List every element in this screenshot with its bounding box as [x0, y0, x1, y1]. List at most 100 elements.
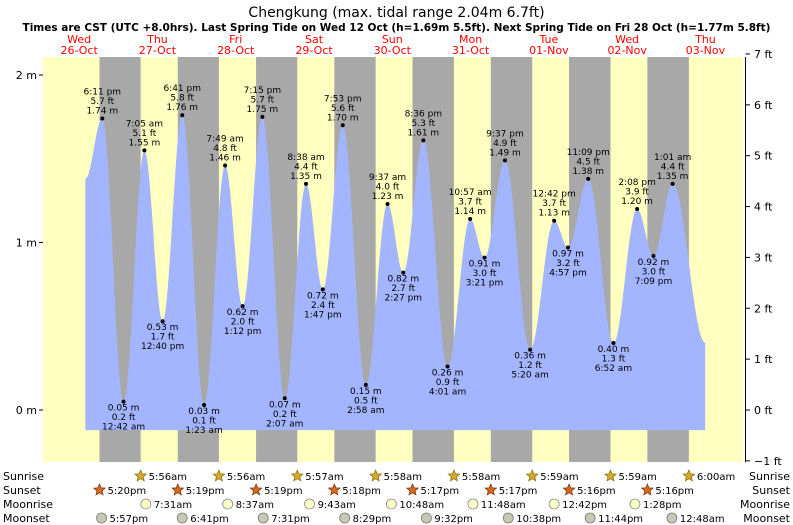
- tide-label: 0.92 m: [638, 258, 670, 268]
- tide-label: 1.14 m: [454, 207, 486, 217]
- tide-point: [320, 287, 325, 292]
- day-date: 01-Nov: [529, 44, 569, 57]
- tide-label: 1.46 m: [209, 153, 241, 163]
- tide-label: 3.9 ft: [625, 188, 649, 198]
- day-date: 28-Oct: [217, 44, 255, 57]
- sunset-icon: [640, 483, 654, 496]
- day-labels: Wed26-OctThu27-OctFri28-OctSat29-OctSun3…: [60, 33, 725, 57]
- tide-label: 1:01 am: [654, 153, 691, 163]
- event-time: 9:32pm: [434, 514, 473, 525]
- row-label-right: Moonrise: [740, 498, 790, 511]
- day-date: 30-Oct: [374, 44, 412, 57]
- day-name: Wed: [67, 33, 91, 46]
- tide-label: 0.40 m: [598, 345, 630, 355]
- tide-label: 3.7 ft: [458, 198, 482, 208]
- day-name: Tue: [538, 33, 558, 46]
- event-time: 5:16pm: [577, 486, 616, 497]
- tide-label: 4:01 am: [429, 387, 466, 397]
- event-time: 11:48am: [481, 500, 526, 511]
- tide-label: 2.0 ft: [231, 318, 255, 328]
- event-time: 11:44pm: [598, 514, 643, 525]
- tide-point: [363, 382, 368, 387]
- tide-label: 0.82 m: [387, 275, 419, 285]
- event-time: 5:16pm: [655, 486, 694, 497]
- tide-label: 1.49 m: [489, 148, 521, 158]
- event-time: 5:56am: [227, 472, 265, 483]
- tide-label: 1.7 ft: [151, 333, 175, 343]
- event-time: 6:41pm: [190, 514, 229, 525]
- tide-point: [340, 123, 345, 128]
- sunrise-icon: [525, 469, 539, 482]
- sunrise-icon: [369, 469, 383, 482]
- tide-point: [566, 245, 571, 250]
- sunrise-icon: [682, 469, 696, 482]
- tide-point: [635, 207, 640, 211]
- right-tick-label: 4 ft: [754, 201, 773, 214]
- tide-point: [160, 319, 165, 324]
- moonset-icon: [339, 512, 351, 524]
- tide-label: 5.7 ft: [251, 95, 275, 105]
- tide-label: 2:27 pm: [385, 294, 423, 304]
- tide-label: 1.13 m: [538, 209, 570, 219]
- tide-label: 1.76 m: [166, 103, 198, 113]
- moonrise-icon: [304, 498, 315, 510]
- event-time: 5:58am: [384, 472, 422, 483]
- moonset-icon: [502, 512, 514, 524]
- tide-label: 7:15 pm: [244, 86, 282, 96]
- day-name: Mon: [459, 33, 482, 46]
- tide-label: 6:41 pm: [163, 84, 201, 94]
- right-tick-label: 3 ft: [754, 251, 773, 264]
- tide-label: 2:58 am: [347, 406, 384, 416]
- tide-label: 4.0 ft: [376, 182, 400, 192]
- tide-label: 3:21 pm: [466, 279, 504, 289]
- left-tick-label: 0 m: [16, 404, 37, 417]
- event-time: 5:19pm: [264, 486, 303, 497]
- moonrise-icon: [629, 498, 641, 510]
- event-time: 7:31am: [154, 500, 192, 511]
- tide-point: [651, 253, 656, 258]
- row-label-right: Sunset: [752, 484, 790, 497]
- tide-label: 0.91 m: [469, 260, 501, 270]
- sunrise-icon: [447, 469, 461, 482]
- tide-label: 1.55 m: [129, 138, 161, 148]
- tide-label: 0.2 ft: [273, 410, 297, 420]
- tide-label: 1.35 m: [290, 172, 322, 182]
- tide-point: [304, 181, 309, 186]
- moonrise-icon: [467, 498, 479, 510]
- event-time: 5:17pm: [499, 486, 538, 497]
- event-time: 6:00am: [697, 472, 735, 483]
- tide-label: 9:37 pm: [486, 129, 524, 139]
- event-time: 9:43am: [318, 500, 356, 511]
- event-time: 12:42pm: [562, 500, 607, 511]
- sunrise-icon: [134, 469, 148, 482]
- tide-label: 12:42 am: [102, 423, 145, 433]
- right-tick-label: 1 ft: [754, 353, 773, 366]
- sunrise-icon: [212, 469, 226, 482]
- tide-label: 3.7 ft: [542, 199, 566, 209]
- tide-label: 0.62 m: [227, 308, 259, 318]
- tide-point: [142, 148, 147, 153]
- tide-label: 3.2 ft: [556, 259, 580, 269]
- tide-label: 10:57 am: [449, 188, 492, 198]
- tide-label: 7:09 pm: [635, 277, 673, 287]
- tide-label: 5.7 ft: [90, 97, 114, 107]
- tide-label: 6:11 pm: [84, 88, 122, 98]
- tide-label: 2.4 ft: [311, 301, 335, 311]
- tide-label: 0.15 m: [350, 387, 382, 397]
- moonset-icon: [420, 512, 432, 524]
- tide-label: 12:42 pm: [533, 190, 576, 200]
- event-time: 5:58am: [462, 472, 500, 483]
- tide-label: 5.3 ft: [411, 119, 435, 129]
- tide-label: 1:23 am: [185, 426, 222, 436]
- sunset-icon: [249, 483, 263, 496]
- tide-point: [445, 364, 450, 369]
- tide-label: 12:40 pm: [141, 342, 184, 352]
- day-name: Wed: [615, 33, 639, 46]
- day-name: Thu: [694, 33, 716, 46]
- day-date: 03-Nov: [686, 44, 726, 57]
- day-date: 31-Oct: [452, 44, 490, 57]
- row-label-left: Sunrise: [3, 470, 44, 483]
- row-label-left: Sunset: [3, 484, 41, 497]
- tide-point: [100, 116, 105, 121]
- tide-label: 0.03 m: [188, 407, 220, 417]
